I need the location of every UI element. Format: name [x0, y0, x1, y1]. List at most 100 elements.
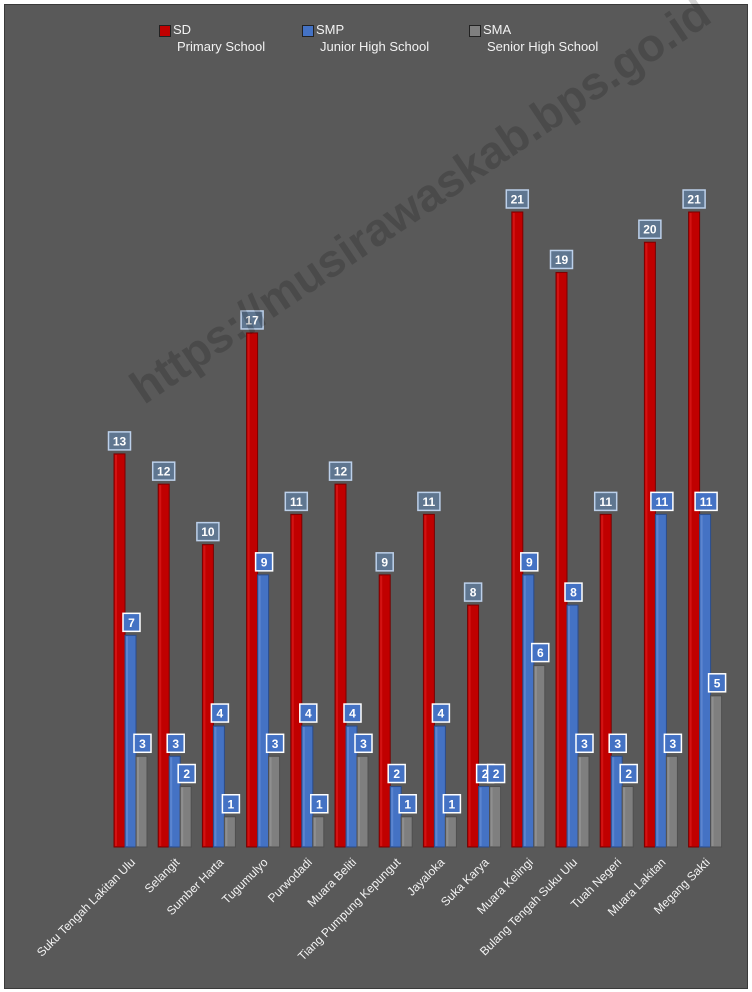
bar-smp: [654, 513, 667, 848]
bar-highlight-sd: [159, 485, 162, 846]
data-label-box-sd: [375, 552, 394, 572]
bar-smp: [212, 725, 225, 848]
data-label-sma: 1: [449, 797, 456, 811]
data-label-box-sma: [442, 794, 462, 814]
bar-sd: [599, 513, 612, 848]
data-label-sd: 9: [381, 555, 388, 569]
bar-highlight-sd: [512, 213, 515, 846]
data-label-box-smp: [520, 552, 539, 572]
data-label-smp: 9: [526, 555, 533, 569]
data-label-sd: 12: [334, 465, 348, 479]
bar-sd: [467, 604, 480, 848]
data-label-box-sma: [221, 794, 241, 814]
data-label-box-sma: [354, 733, 373, 754]
bar-highlight-sd: [380, 575, 383, 846]
data-label-sd: 11: [599, 495, 612, 509]
data-label-sd: 12: [157, 465, 171, 479]
data-label-sma: 2: [625, 767, 632, 781]
bar-highlight-sma: [181, 787, 184, 846]
bar-highlight-sd: [689, 213, 692, 846]
data-label-sd: 21: [687, 193, 701, 207]
data-label-box-sma: [398, 794, 417, 814]
data-label-smp: 4: [349, 707, 356, 721]
data-label-box-sd: [463, 582, 483, 602]
data-label-sma: 5: [714, 676, 721, 690]
bar-sd: [334, 483, 347, 848]
bar-sma: [621, 786, 634, 848]
bar-sd: [157, 483, 170, 848]
bar-highlight-sma: [711, 696, 714, 846]
data-label-box-sd: [284, 491, 309, 512]
bar-sma: [400, 816, 413, 848]
bar-highlight-smp: [258, 575, 261, 846]
data-label-box-sma: [531, 642, 550, 663]
bar-highlight-smp: [435, 727, 438, 846]
bar-smp: [566, 604, 579, 848]
data-label-box-smp: [694, 491, 718, 512]
data-label-smp: 7: [128, 616, 135, 630]
x-tick-label: Selangit: [142, 855, 183, 896]
data-label-sd: 11: [423, 495, 436, 509]
data-label-box-smp: [210, 703, 230, 723]
bar-sma: [135, 755, 148, 848]
data-label-sd: 21: [511, 193, 525, 207]
bar-highlight-sma: [667, 757, 670, 846]
chart-area: SD Primary School SMP Junior High School…: [4, 0, 748, 989]
data-label-sma: 3: [139, 737, 146, 751]
data-label-sma: 2: [493, 767, 500, 781]
data-label-sd: 11: [290, 495, 303, 509]
bar-sd: [422, 513, 435, 848]
bar-sma: [444, 816, 457, 848]
data-label-sd: 10: [201, 525, 215, 539]
bar-highlight-smp: [126, 636, 128, 846]
bar-highlight-sma: [313, 817, 316, 846]
bar-sd: [378, 574, 391, 848]
bar-highlight-smp: [568, 606, 570, 846]
bar-highlight-smp: [302, 727, 305, 846]
data-label-box-sma: [486, 763, 506, 784]
bar-highlight-smp: [170, 757, 173, 846]
data-label-smp: 9: [261, 555, 268, 569]
data-label-smp: 2: [482, 767, 489, 781]
data-label-box-sd: [593, 491, 618, 512]
data-label-box-sd: [682, 189, 706, 209]
data-label-smp: 4: [305, 707, 312, 721]
bar-highlight-sd: [203, 545, 206, 846]
data-label-sma: 1: [228, 797, 235, 811]
data-label-sma: 1: [316, 797, 323, 811]
data-label-box-sma: [707, 673, 727, 693]
data-label-box-sma: [575, 733, 594, 754]
x-tick-label: Jayaloka: [404, 855, 448, 899]
legend-swatch-sma: [469, 25, 481, 37]
data-label-box-sd: [549, 249, 574, 270]
data-label-smp: 8: [570, 586, 577, 600]
data-label-box-sma: [177, 763, 196, 784]
data-label-box-sd: [328, 461, 353, 481]
bar-smp: [433, 725, 446, 848]
bar-highlight-sma: [358, 757, 360, 846]
data-label-smp: 2: [393, 767, 400, 781]
data-label-box-sma: [265, 733, 285, 754]
data-label-sma: 3: [581, 737, 588, 751]
data-label-smp: 3: [172, 737, 179, 751]
legend-sublabel-smp: Junior High School: [320, 39, 430, 54]
data-label-box-smp: [564, 582, 583, 602]
legend-swatch-smp: [302, 25, 314, 37]
bar-sma: [268, 755, 281, 848]
data-label-sd: 20: [643, 223, 657, 237]
data-label-smp: 4: [438, 707, 445, 721]
bar-highlight-smp: [700, 515, 703, 846]
bar-sd: [290, 513, 303, 848]
data-label-smp: 11: [656, 495, 669, 509]
data-label-box-smp: [608, 733, 627, 754]
data-label-sd: 8: [470, 586, 477, 600]
bar-sd: [555, 271, 568, 848]
bar-highlight-sd: [424, 515, 427, 846]
data-label-sd: 17: [245, 313, 259, 327]
data-label-box-smp: [387, 763, 406, 784]
data-label-box-sd: [240, 310, 264, 330]
bar-highlight-sd: [291, 515, 294, 846]
legend-swatch-sd: [159, 25, 171, 37]
bar-sma: [356, 755, 369, 848]
